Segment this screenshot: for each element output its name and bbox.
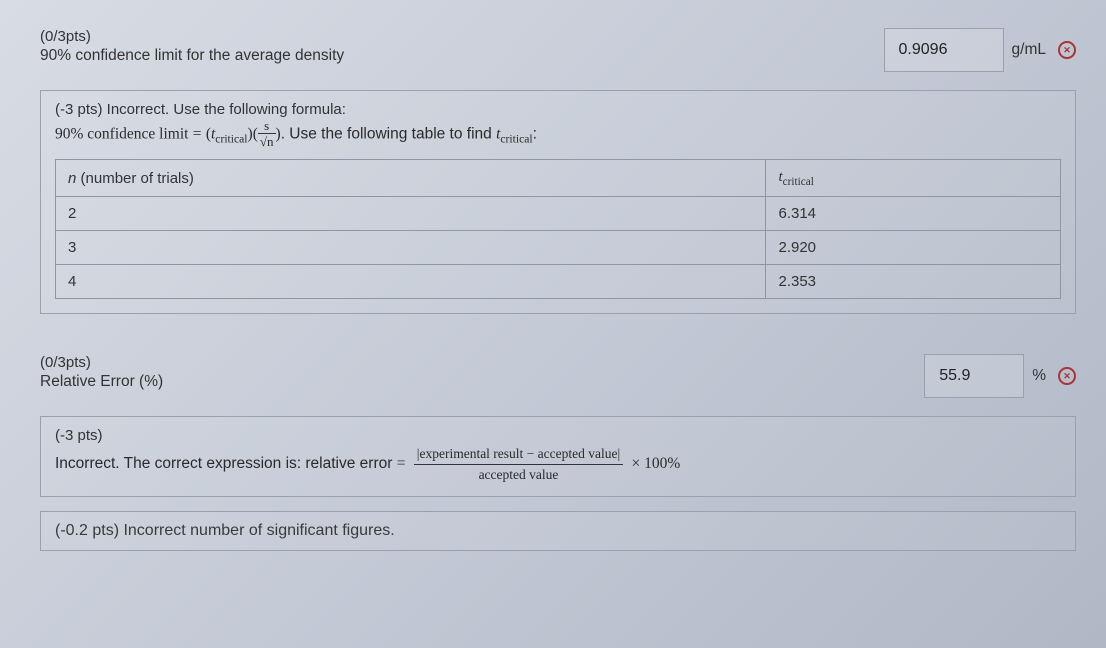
points-label: (0/3pts) <box>40 28 864 45</box>
feedback-text: (-0.2 pts) Incorrect number of significa… <box>55 522 395 539</box>
table-row: 3 2.920 <box>56 231 1061 265</box>
answer-unit: % <box>1032 367 1046 385</box>
answer-value: 55.9 <box>939 367 970 385</box>
feedback-heading: (-3 pts) <box>55 427 1061 444</box>
formula-line: Incorrect. The correct expression is: re… <box>55 446 1061 482</box>
table-row: 4 2.353 <box>56 265 1061 299</box>
feedback-heading: (-3 pts) Incorrect. Use the following fo… <box>55 101 1061 118</box>
table-row: 2 6.314 <box>56 197 1061 231</box>
feedback-confidence-limit: (-3 pts) Incorrect. Use the following fo… <box>40 90 1076 314</box>
question-text: Relative Error (%) <box>40 373 904 391</box>
incorrect-icon: ✕ <box>1058 367 1076 385</box>
question-relative-error: (0/3pts) Relative Error (%) 55.9 % ✕ <box>40 354 1076 398</box>
col-n-trials: n n (number of trials)(number of trials) <box>56 160 766 197</box>
col-t-critical: tcritical <box>766 160 1061 197</box>
incorrect-icon: ✕ <box>1058 41 1076 59</box>
answer-value: 0.9096 <box>899 41 948 59</box>
feedback-sigfigs: (-0.2 pts) Incorrect number of significa… <box>40 511 1076 551</box>
points-label: (0/3pts) <box>40 354 904 371</box>
answer-input-confidence[interactable]: 0.9096 <box>884 28 1004 72</box>
question-confidence-limit: (0/3pts) 90% confidence limit for the av… <box>40 28 1076 72</box>
formula-line: 90% confidence limit = (tcritical)(s√n).… <box>55 120 1061 149</box>
question-text: 90% confidence limit for the average den… <box>40 47 864 65</box>
t-critical-table: n n (number of trials)(number of trials)… <box>55 159 1061 299</box>
answer-unit: g/mL <box>1012 41 1046 59</box>
answer-input-relative-error[interactable]: 55.9 <box>924 354 1024 398</box>
feedback-relative-error: (-3 pts) Incorrect. The correct expressi… <box>40 416 1076 497</box>
